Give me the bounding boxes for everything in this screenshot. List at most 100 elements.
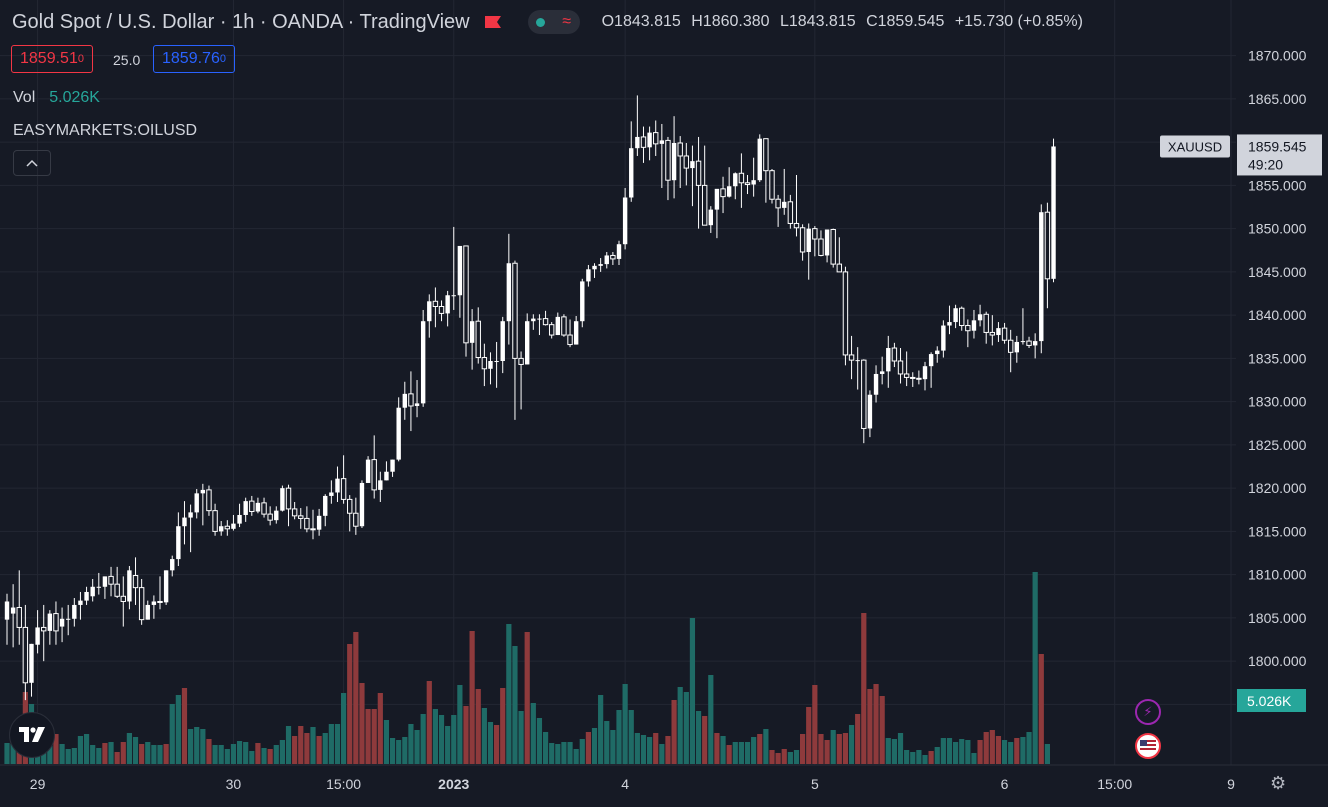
candle-body-up	[188, 512, 193, 518]
candle-body-up	[714, 188, 720, 210]
price-tick-label: 1840.000	[1248, 307, 1307, 323]
volume-bar	[800, 734, 806, 764]
volume-bar	[879, 696, 885, 764]
volume-bar	[102, 743, 108, 764]
candle-body-down	[371, 459, 377, 491]
gear-icon[interactable]: ⚙	[1270, 773, 1287, 793]
volume-bar	[830, 730, 836, 764]
symbol-tag-text: XAUUSD	[1168, 139, 1222, 154]
volume-bar	[347, 644, 353, 764]
compare-symbol[interactable]: EASYMARKETS:OILUSD	[13, 122, 198, 139]
flash-icon[interactable]: ⚡	[1135, 699, 1161, 725]
volume-bar	[640, 735, 647, 764]
volume-bar	[236, 741, 243, 764]
volume-bar	[989, 730, 995, 764]
volume-bar	[432, 709, 438, 764]
volume-bar	[1026, 732, 1032, 764]
sell-button[interactable]: 1859.51 0	[11, 45, 93, 73]
candle-body-up	[384, 471, 389, 481]
candle-body-up	[953, 308, 958, 323]
volume-bar	[487, 722, 494, 764]
candle-body-up	[494, 360, 499, 362]
volume-bar	[542, 732, 549, 764]
volume-bar	[383, 720, 390, 764]
candle-body-up	[335, 478, 340, 493]
candle-body-down	[799, 227, 806, 253]
volume-bar	[689, 618, 696, 764]
candle-body-up	[176, 526, 181, 560]
volume-bar	[457, 685, 463, 764]
volume-bar	[273, 745, 279, 764]
candle-body-down	[842, 271, 849, 356]
candle-body-down	[249, 500, 255, 513]
volume-bar	[414, 730, 420, 764]
volume-bar	[518, 711, 524, 764]
candle-body-down	[408, 393, 414, 407]
market-status-pill[interactable]: ≈	[527, 10, 580, 34]
volume-bar	[304, 733, 310, 764]
volume-bar	[151, 745, 157, 764]
candle-body-down	[340, 478, 347, 500]
buy-button[interactable]: 1859.76 0	[153, 45, 235, 73]
candle-body-down	[665, 139, 671, 181]
candle-body-up	[659, 140, 665, 144]
candle-body-up	[616, 244, 622, 259]
candle-body-up	[733, 173, 738, 187]
collapse-legend-button[interactable]	[13, 150, 51, 176]
volume-bar	[598, 695, 604, 764]
volume-bar	[549, 743, 555, 764]
time-tick-label: 30	[226, 776, 242, 792]
candle-body-down	[567, 334, 573, 346]
volume-bar	[818, 734, 824, 764]
candle-body-up	[580, 281, 585, 322]
candle-body-up	[592, 265, 597, 270]
volume-bar	[169, 704, 175, 764]
volume-bar	[536, 718, 543, 764]
volume-bar	[120, 742, 126, 764]
volume-bar	[249, 751, 255, 764]
volume-bar	[677, 687, 683, 764]
tradingview-logo[interactable]	[9, 712, 55, 758]
flag-icon[interactable]	[484, 15, 502, 29]
price-tick-label: 1855.000	[1248, 177, 1307, 193]
candle-body-down	[132, 575, 139, 589]
volume-bar	[341, 693, 347, 764]
volume-bar	[77, 736, 84, 764]
volume-legend[interactable]: Vol 5.026K	[13, 89, 100, 107]
candle-body-up	[806, 228, 811, 252]
volume-bar	[10, 741, 16, 764]
volume-bar	[475, 689, 481, 764]
volume-bar	[157, 745, 163, 764]
candle-body-up	[359, 482, 365, 527]
volume-bar	[959, 739, 965, 764]
volume-bar	[524, 632, 530, 764]
candle-body-up	[35, 627, 40, 645]
candle-body-down	[1007, 339, 1014, 353]
volume-bar	[585, 732, 591, 764]
volume-bar	[59, 744, 65, 764]
volume-bar	[971, 753, 977, 764]
volume-bar	[634, 733, 640, 764]
volume-bar	[224, 749, 230, 764]
volume-bar	[1032, 572, 1038, 764]
time-tick-label: 6	[1001, 776, 1009, 792]
price-tick-label: 1870.000	[1248, 48, 1307, 64]
volume-bar	[4, 743, 10, 764]
ohlc-values: O1843.815 H1860.380 L1843.815 C1859.545 …	[602, 13, 1089, 31]
open-value: O1843.815	[601, 13, 681, 30]
volume-bar	[744, 742, 751, 764]
candle-body-down	[53, 613, 59, 632]
volume-bar	[292, 736, 298, 764]
time-tick-label: 2023	[438, 776, 469, 792]
symbol-tag	[1160, 135, 1230, 158]
volume-bar	[365, 709, 371, 764]
candle-body-up	[469, 321, 475, 343]
candle-body-down	[138, 587, 145, 621]
volume-bar	[261, 748, 267, 764]
volume-bar	[65, 749, 71, 764]
volume-bar	[1001, 740, 1008, 764]
candle-body-up	[47, 613, 53, 631]
us-flag-icon[interactable]	[1135, 733, 1161, 759]
volume-bar	[610, 730, 616, 764]
